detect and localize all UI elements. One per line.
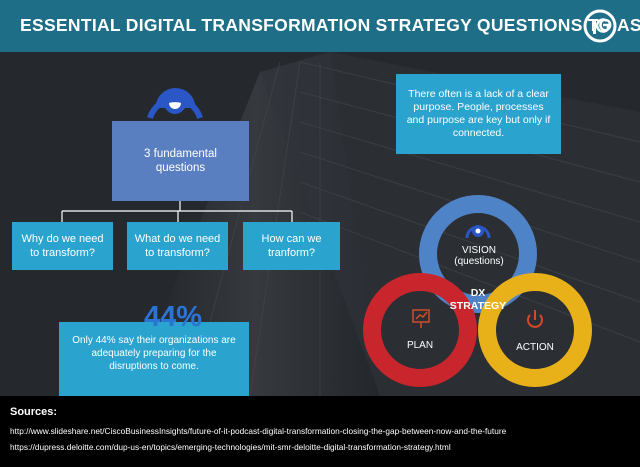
question-box: How can we tranform? <box>243 222 340 270</box>
stat-box: Only 44% say their organizations are ade… <box>59 322 249 398</box>
page-title: ESSENTIAL DIGITAL TRANSFORMATION STRATEG… <box>20 15 640 35</box>
presentation-icon <box>412 309 430 328</box>
info-text: There often is a lack of a clear purpose… <box>406 88 551 139</box>
dx-strategy-label: DX STRATEGY <box>449 287 507 312</box>
sources-label: Sources: <box>10 406 58 418</box>
stat-percent: 44% <box>143 301 203 333</box>
plan-label: PLAN <box>406 340 434 351</box>
question-box: Why do we need to transform? <box>12 222 113 270</box>
stat-text: Only 44% say their organizations are ade… <box>72 335 236 372</box>
question-box: What do we need to transform? <box>127 222 228 270</box>
power-icon <box>527 310 543 328</box>
info-box: There often is a lack of a clear purpose… <box>396 74 561 154</box>
source-link[interactable]: https://dupress.deloitte.com/dup-us-en/t… <box>10 442 451 452</box>
source-link[interactable]: http://www.slideshare.net/CiscoBusinessI… <box>10 426 507 436</box>
question-what: What do we need to transform? <box>134 233 221 259</box>
vision-icon <box>465 225 491 239</box>
action-label: ACTION <box>516 342 554 353</box>
fundamental-questions-label: 3 fundamental questions <box>144 148 217 174</box>
header-banner: ESSENTIAL DIGITAL TRANSFORMATION STRATEG… <box>0 0 640 52</box>
question-why: Why do we need to transform? <box>21 233 104 259</box>
ig-logo-icon <box>583 9 617 43</box>
vision-ring <box>419 195 537 313</box>
question-how: How can we tranform? <box>261 233 322 259</box>
vision-label: VISION (questions) <box>454 245 504 267</box>
fundamental-questions-box: 3 fundamental questions <box>112 121 249 201</box>
plan-ring <box>363 273 477 387</box>
sources-footer: Sources: http://www.slideshare.net/Cisco… <box>0 396 640 467</box>
action-ring <box>478 273 592 387</box>
